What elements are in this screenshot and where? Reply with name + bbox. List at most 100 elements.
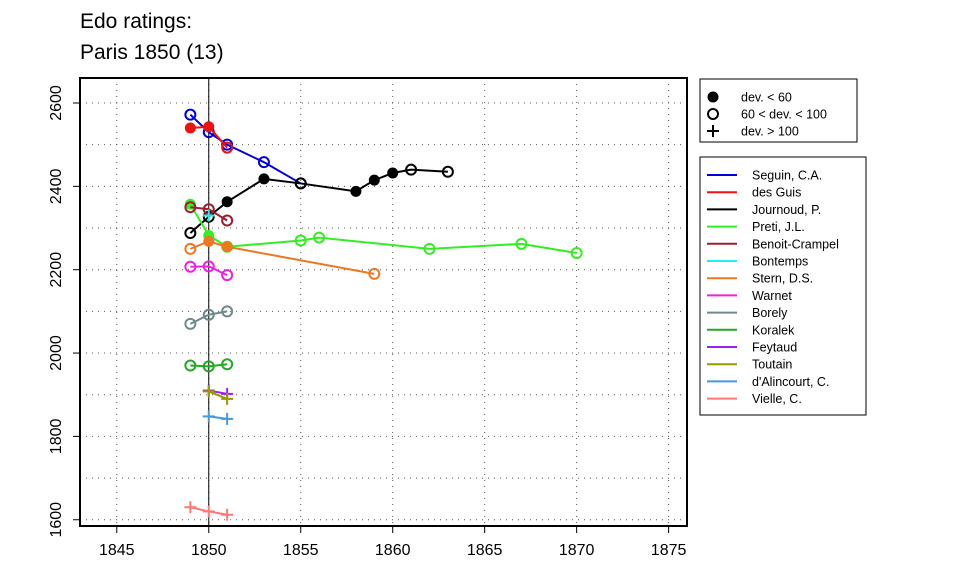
data-point bbox=[221, 196, 233, 208]
series-bontemps bbox=[202, 209, 215, 222]
data-point bbox=[313, 231, 326, 244]
y-tick-label: 1600 bbox=[48, 502, 65, 538]
series-legend-label: Koralek bbox=[752, 323, 795, 337]
data-point bbox=[387, 167, 399, 179]
series-legend-label: d'Alincourt, C. bbox=[752, 375, 829, 389]
data-point bbox=[405, 163, 418, 176]
series-borely bbox=[184, 305, 234, 330]
data-point bbox=[294, 234, 307, 247]
data-point bbox=[350, 185, 362, 197]
series-legend-item: d'Alincourt, C. bbox=[707, 375, 829, 389]
data-point bbox=[202, 209, 215, 222]
series-legend-label: Feytaud bbox=[752, 341, 797, 355]
series-line bbox=[190, 363, 228, 368]
data-point bbox=[221, 269, 234, 282]
data-point bbox=[221, 141, 234, 154]
x-tick-label: 1850 bbox=[191, 542, 227, 559]
y-tick-label: 2000 bbox=[48, 335, 65, 371]
y-tick-label: 2400 bbox=[48, 168, 65, 204]
marker-legend-label: dev. < 60 bbox=[741, 91, 792, 105]
y-tick-label: 2600 bbox=[48, 85, 65, 121]
data-point bbox=[221, 214, 234, 227]
series-legend: Seguin, C.A. des Guis Journoud, P. Preti, J… bbox=[699, 156, 867, 416]
y-tick-label: 1800 bbox=[48, 419, 65, 455]
series-legend-label: des Guis bbox=[752, 186, 801, 200]
data-point bbox=[221, 392, 234, 405]
data-point bbox=[184, 242, 197, 255]
series-vielle-c bbox=[184, 501, 234, 521]
series-legend-item: Koralek bbox=[707, 323, 795, 337]
series-legend-label: Borely bbox=[752, 306, 788, 320]
series-legend-item: Vielle, C. bbox=[707, 392, 802, 406]
series-journoud-p bbox=[184, 163, 454, 240]
x-tick-label: 1860 bbox=[375, 542, 411, 559]
x-tick-label: 1875 bbox=[651, 542, 687, 559]
data-point bbox=[221, 241, 233, 253]
series-d-alincourt-c bbox=[202, 410, 234, 425]
data-point bbox=[368, 174, 380, 186]
series-legend-label: Seguin, C.A. bbox=[752, 169, 822, 183]
data-point bbox=[184, 501, 197, 514]
series-legend-label: Bontemps bbox=[752, 255, 808, 269]
data-point bbox=[221, 305, 234, 318]
series-legend-item: Seguin, C.A. bbox=[707, 169, 822, 183]
data-point bbox=[570, 247, 583, 260]
y-tick-label: 2200 bbox=[48, 252, 65, 288]
data-point bbox=[221, 358, 234, 371]
series-legend-label: Stern, D.S. bbox=[752, 272, 813, 286]
data-point bbox=[184, 122, 196, 134]
data-point bbox=[184, 201, 197, 214]
series-legend-item: Bontemps bbox=[707, 255, 808, 269]
x-tick-label: 1870 bbox=[559, 542, 595, 559]
data-point bbox=[202, 260, 215, 273]
data-point bbox=[221, 412, 234, 425]
data-point bbox=[258, 173, 270, 185]
legend-marker bbox=[707, 125, 719, 137]
series-legend-item: Toutain bbox=[707, 358, 792, 372]
series-seguin-c-a bbox=[184, 108, 307, 190]
data-point bbox=[202, 410, 215, 423]
data-point bbox=[441, 165, 454, 178]
x-tick-label: 1865 bbox=[467, 542, 503, 559]
data-point bbox=[257, 156, 270, 169]
data-point bbox=[203, 235, 215, 247]
series-legend-box bbox=[699, 156, 867, 416]
series-line bbox=[190, 206, 228, 222]
series-legend-label: Benoit-Crampel bbox=[752, 237, 839, 251]
marker-legend-label: 60 < dev. < 100 bbox=[741, 108, 827, 122]
chart-title: Edo ratings: Paris 1850 (13) bbox=[80, 10, 224, 64]
legend-marker bbox=[707, 91, 719, 103]
data-point bbox=[221, 508, 234, 521]
data-point bbox=[184, 260, 197, 273]
series-stern-d-s bbox=[184, 235, 381, 280]
axes: 1845 1850 1855 1860 1865 1870 1875 1600 1800 2000… bbox=[48, 85, 687, 559]
series-warnet bbox=[184, 260, 234, 282]
data-point bbox=[515, 237, 528, 250]
series-legend-label: Preti, J.L. bbox=[752, 220, 805, 234]
series-legend-item: Feytaud bbox=[707, 341, 797, 355]
series-line bbox=[190, 265, 228, 277]
x-tick-label: 1855 bbox=[283, 542, 319, 559]
chart-title-line-2: Paris 1850 (13) bbox=[80, 41, 224, 64]
series-koralek bbox=[184, 358, 234, 373]
data-point bbox=[202, 360, 215, 373]
series-legend-item: Benoit-Crampel bbox=[707, 237, 839, 251]
series-des-guis bbox=[184, 121, 234, 154]
series-line bbox=[189, 168, 448, 234]
data-point bbox=[203, 121, 215, 133]
series-legend-label: Warnet bbox=[752, 289, 792, 303]
marker-legend-label: dev. > 100 bbox=[741, 125, 799, 139]
data-point bbox=[202, 505, 215, 518]
chart-title-line-1: Edo ratings: bbox=[80, 10, 192, 33]
grid-lines bbox=[80, 78, 687, 526]
series-toutain bbox=[202, 385, 234, 405]
data-point bbox=[184, 227, 197, 240]
series-layer bbox=[184, 108, 583, 521]
data-point bbox=[423, 242, 436, 255]
marker-legend-item: dev. < 60 bbox=[707, 91, 792, 105]
plot-frame bbox=[79, 77, 688, 527]
series-legend-label: Journoud, P. bbox=[752, 203, 821, 217]
series-legend-label: Toutain bbox=[752, 358, 792, 372]
series-legend-label: Vielle, C. bbox=[752, 392, 802, 406]
